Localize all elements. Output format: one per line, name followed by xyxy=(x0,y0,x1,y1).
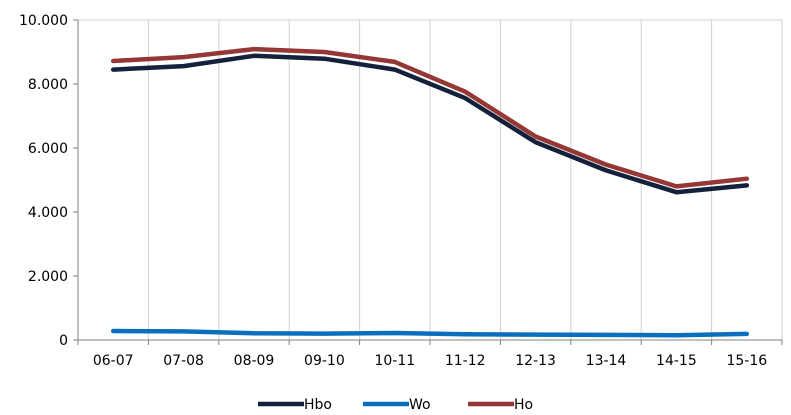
y-tick-label: 10.000 xyxy=(19,13,68,29)
y-tick-label: 6.000 xyxy=(28,141,68,157)
legend-label-wo: Wo xyxy=(409,397,431,413)
y-tick-labels: 0 2.000 4.000 6.000 8.000 10.000 xyxy=(19,13,68,349)
x-tick-label: 06-07 xyxy=(93,353,134,369)
x-tick-label: 07-08 xyxy=(163,353,204,369)
y-tick-label: 8.000 xyxy=(28,77,68,93)
y-tick-label: 4.000 xyxy=(28,205,68,221)
x-tick-label: 14-15 xyxy=(656,353,697,369)
legend-label-ho: Ho xyxy=(514,397,533,413)
x-tick-label: 12-13 xyxy=(515,353,556,369)
x-tick-label: 13-14 xyxy=(586,353,627,369)
legend-label-hbo: Hbo xyxy=(304,397,332,413)
legend: Hbo Wo Ho xyxy=(258,397,533,413)
x-tick-label: 15-16 xyxy=(726,353,767,369)
x-tick-label: 09-10 xyxy=(304,353,345,369)
x-tick-label: 11-12 xyxy=(445,353,486,369)
x-tick-labels: 06-07 07-08 08-09 09-10 10-11 11-12 12-13 13-14… xyxy=(93,353,767,369)
series-line-wo xyxy=(113,331,747,335)
axes xyxy=(73,20,782,345)
y-tick-label: 2.000 xyxy=(28,269,68,285)
y-tick-label: 0 xyxy=(59,333,68,349)
x-tick-label: 08-09 xyxy=(234,353,275,369)
x-tick-label: 10-11 xyxy=(374,353,415,369)
